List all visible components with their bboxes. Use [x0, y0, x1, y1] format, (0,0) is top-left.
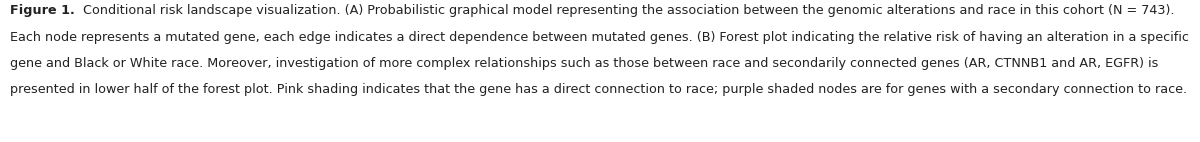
Text: Each node represents a mutated gene, each edge indicates a direct dependence bet: Each node represents a mutated gene, eac… — [10, 31, 1188, 44]
Text: gene and Black or White race. Moreover, investigation of more complex relationsh: gene and Black or White race. Moreover, … — [10, 57, 1158, 70]
Text: Conditional risk landscape visualization. (A) Probabilistic graphical model repr: Conditional risk landscape visualization… — [79, 4, 1175, 17]
Text: Figure 1.: Figure 1. — [10, 4, 79, 17]
Text: presented in lower half of the forest plot. Pink shading indicates that the gene: presented in lower half of the forest pl… — [10, 83, 1187, 96]
